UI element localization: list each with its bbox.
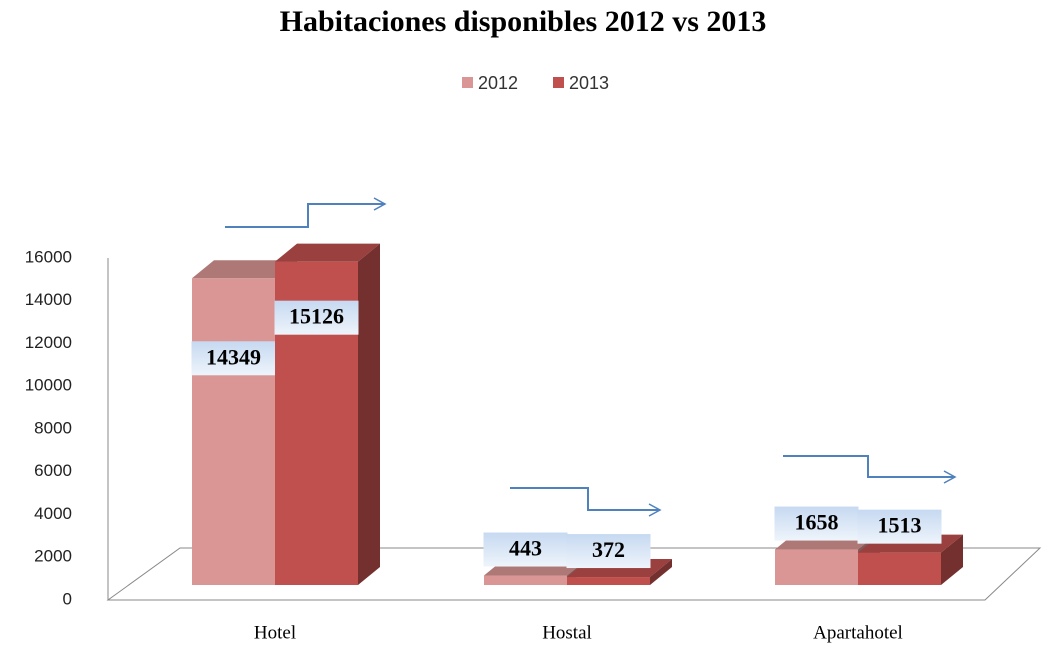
y-tick-label: 16000: [25, 247, 72, 266]
legend-swatch: [553, 77, 564, 88]
value-label: 372: [592, 537, 625, 562]
arrow: [510, 487, 662, 517]
y-tick-label: 12000: [25, 333, 72, 352]
bar-top: [275, 243, 380, 262]
value-label-box: [274, 300, 359, 335]
bar-side: [941, 534, 963, 585]
y-tick-label: 4000: [34, 504, 72, 523]
y-tick-label: 8000: [34, 418, 72, 437]
y-tick-label: 10000: [25, 376, 72, 395]
value-label: 1513: [878, 513, 922, 538]
arrow: [225, 197, 387, 228]
value-label: 14349: [206, 344, 261, 369]
chart-title: Habitaciones disponibles 2012 vs 2013: [280, 5, 767, 38]
value-label: 1658: [795, 510, 839, 535]
bar-side: [650, 559, 672, 585]
arrow: [783, 455, 957, 484]
value-label-box: [857, 509, 942, 544]
legend-label: 2012: [478, 73, 518, 93]
bar-top: [192, 260, 297, 279]
x-tick-label: Apartahotel: [813, 622, 903, 643]
legend-swatch: [462, 77, 473, 88]
bar: [275, 243, 380, 585]
legend-label: 2013: [569, 73, 609, 93]
floor: [106, 547, 1042, 601]
y-tick-label: 14000: [25, 290, 72, 309]
value-label-box: [774, 506, 859, 541]
value-label-box: [566, 534, 651, 569]
value-label-box: [191, 341, 276, 376]
bar-side: [358, 243, 380, 585]
bar-front: [192, 278, 275, 585]
x-tick-label: Hostal: [542, 622, 592, 643]
value-label: 15126: [289, 304, 344, 329]
bar-front: [775, 549, 858, 585]
trend-arrows: [225, 197, 957, 517]
bar-front: [567, 577, 650, 585]
y-tick-label: 0: [63, 589, 72, 608]
y-tick-label: 2000: [34, 547, 72, 566]
bar-front: [858, 552, 941, 585]
x-tick-label: Hotel: [254, 622, 296, 643]
bar-front: [484, 575, 567, 585]
value-label-box: [483, 532, 568, 567]
value-label: 443: [509, 536, 542, 561]
y-tick-label: 6000: [34, 461, 72, 480]
